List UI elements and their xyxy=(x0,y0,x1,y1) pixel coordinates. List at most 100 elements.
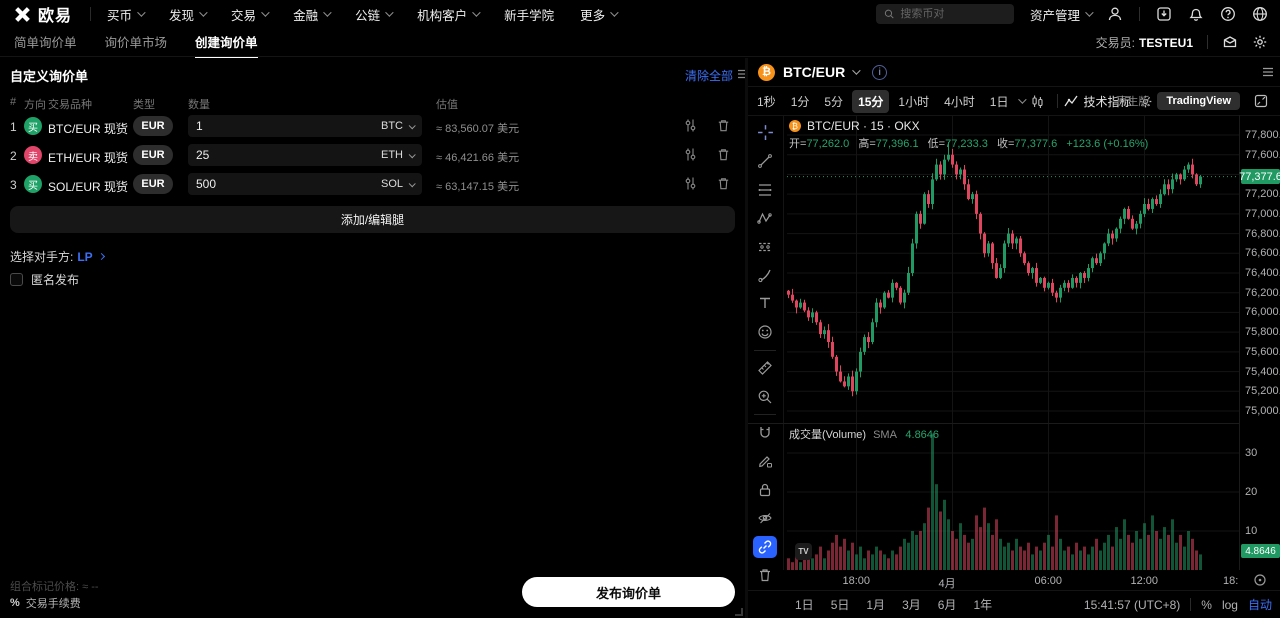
search-input[interactable] xyxy=(900,8,1006,20)
help-icon[interactable] xyxy=(1220,6,1236,22)
range-5日[interactable]: 5日 xyxy=(830,598,850,612)
language-globe-icon[interactable] xyxy=(1252,6,1268,22)
chart-plot[interactable] xyxy=(787,115,1241,570)
download-app-icon[interactable] xyxy=(1156,6,1172,22)
magnet-tool-icon[interactable] xyxy=(753,422,777,443)
type-pill[interactable]: EUR xyxy=(133,174,173,194)
symbol-selector[interactable]: BTC/EUR xyxy=(783,64,846,80)
nav-item-1[interactable]: 发现 xyxy=(169,5,208,24)
trash-icon[interactable] xyxy=(716,147,731,162)
asset-management-menu[interactable]: 资产管理 xyxy=(1030,5,1094,24)
timeframe-1小时[interactable]: 1小时 xyxy=(898,94,930,109)
crosshair-tool-icon[interactable] xyxy=(753,122,777,143)
amount-input[interactable]: 25 ETH xyxy=(188,144,422,166)
chart-menu-icon[interactable] xyxy=(1262,66,1274,78)
pair-link[interactable]: SOL/EUR 现货 xyxy=(48,180,129,194)
okx-logo[interactable]: 欧易 xyxy=(14,2,72,26)
orders-box-icon[interactable] xyxy=(1222,34,1238,50)
chevron-down-icon[interactable] xyxy=(408,150,416,158)
candlestick-chart[interactable] xyxy=(787,115,1241,570)
anonymous-checkbox[interactable] xyxy=(10,273,23,286)
tradingview-tab[interactable]: TradingView xyxy=(1157,92,1240,110)
trend-line-tool-icon[interactable] xyxy=(753,150,777,171)
chevron-down-icon[interactable] xyxy=(1018,95,1028,104)
nav-item-0[interactable]: 买币 xyxy=(107,5,146,24)
nav-item-2[interactable]: 交易 xyxy=(231,5,270,24)
draw-pencil-tool-icon[interactable] xyxy=(753,451,777,472)
chart-settings-gear-icon[interactable] xyxy=(1138,94,1153,109)
fib-retracement-tool-icon[interactable] xyxy=(753,179,777,200)
type-pill[interactable]: EUR xyxy=(133,145,173,165)
nav-item-5[interactable]: 机构客户 xyxy=(417,5,481,24)
zoom-in-tool-icon[interactable] xyxy=(753,386,777,407)
xabcd-pattern-tool-icon[interactable] xyxy=(753,207,777,228)
text-tool-icon[interactable] xyxy=(753,293,777,314)
divider xyxy=(1239,115,1240,570)
trash-icon[interactable] xyxy=(716,118,731,133)
candles-icon[interactable] xyxy=(683,176,698,191)
tab-0[interactable]: 简单询价单 xyxy=(14,35,77,50)
indicators-button[interactable]: 技术指标 xyxy=(1064,93,1132,110)
timeframe-15分[interactable]: 15分 xyxy=(852,89,890,113)
nav-item-6[interactable]: 新手学院 xyxy=(504,8,555,23)
tab-1[interactable]: 询价单市场 xyxy=(104,35,168,50)
notifications-bell-icon[interactable] xyxy=(1188,6,1204,22)
search-box[interactable] xyxy=(875,4,1014,24)
pane-separator[interactable] xyxy=(748,423,1239,424)
original-version-tab[interactable]: 原生版 xyxy=(1116,96,1150,108)
add-edit-legs-button[interactable]: 添加/编辑腿 xyxy=(10,206,735,233)
nav-item-7[interactable]: 更多 xyxy=(580,5,619,24)
link-tool-icon[interactable] xyxy=(753,536,777,558)
percent-scale-button[interactable]: % xyxy=(1201,597,1212,612)
timeframe-1秒[interactable]: 1秒 xyxy=(757,94,776,109)
timeframe-4小时[interactable]: 4小时 xyxy=(944,94,975,109)
range-3月[interactable]: 3月 xyxy=(902,598,921,612)
remove-tool-icon[interactable] xyxy=(753,565,777,586)
emoji-tool-icon[interactable] xyxy=(753,321,777,342)
amount-input[interactable]: 1 BTC xyxy=(188,115,422,137)
nav-item-4[interactable]: 公链 xyxy=(355,5,394,24)
timeframe-1日[interactable]: 1日 xyxy=(989,94,1009,109)
measure-tool-icon[interactable] xyxy=(753,358,777,379)
fullscreen-icon[interactable] xyxy=(1254,94,1268,108)
range-1年[interactable]: 1年 xyxy=(973,598,993,612)
lock-all-tool-icon[interactable] xyxy=(753,479,777,500)
hide-all-tool-icon[interactable] xyxy=(753,508,777,529)
panel-divider[interactable] xyxy=(745,58,748,618)
chevron-down-icon[interactable] xyxy=(408,121,416,129)
anonymous-row: 匿名发布 xyxy=(10,271,79,288)
nav-item-3[interactable]: 金融 xyxy=(293,5,332,24)
counterparty-link[interactable]: LP xyxy=(77,249,93,264)
resize-handle[interactable] xyxy=(735,608,743,616)
candle-style-icon[interactable] xyxy=(1030,94,1045,109)
fee-label: 交易手续费 xyxy=(25,598,81,610)
candles-icon[interactable] xyxy=(683,147,698,162)
low-label: 低= xyxy=(927,138,946,150)
log-scale-button[interactable]: log xyxy=(1221,597,1238,612)
type-pill[interactable]: EUR xyxy=(133,116,173,136)
clear-all-link[interactable]: 清除全部 xyxy=(684,69,733,83)
chevron-down-icon[interactable] xyxy=(408,179,416,187)
target-icon[interactable] xyxy=(1253,573,1267,587)
trash-icon[interactable] xyxy=(716,176,731,191)
brush-tool-icon[interactable] xyxy=(753,264,777,285)
auto-scale-button[interactable]: 自动 xyxy=(1247,598,1272,612)
pair-link[interactable]: ETH/EUR 现货 xyxy=(48,151,129,165)
amount-input[interactable]: 500 SOL xyxy=(188,173,422,195)
profile-icon[interactable] xyxy=(1107,6,1123,22)
pair-link[interactable]: BTC/EUR 现货 xyxy=(48,122,129,136)
timeframe-1分[interactable]: 1分 xyxy=(790,94,810,109)
price-axis[interactable]: 77,800.077,600.077,400.077,200.077,000.0… xyxy=(1243,115,1280,570)
range-6月[interactable]: 6月 xyxy=(937,598,957,612)
long-position-tool-icon[interactable] xyxy=(753,236,777,257)
settings-gear-icon[interactable] xyxy=(1252,34,1268,50)
publish-rfq-button[interactable]: 发布询价单 xyxy=(522,577,735,607)
range-1月[interactable]: 1月 xyxy=(866,598,886,612)
chevron-down-icon xyxy=(261,8,270,17)
candles-icon[interactable] xyxy=(683,118,698,133)
time-axis[interactable]: 18:00 4月 06:00 12:00 18: xyxy=(787,572,1239,590)
info-icon[interactable]: i xyxy=(872,64,888,80)
range-1日[interactable]: 1日 xyxy=(795,598,814,612)
timeframe-5分[interactable]: 5分 xyxy=(824,94,844,109)
tab-2[interactable]: 创建询价单 xyxy=(195,26,258,59)
